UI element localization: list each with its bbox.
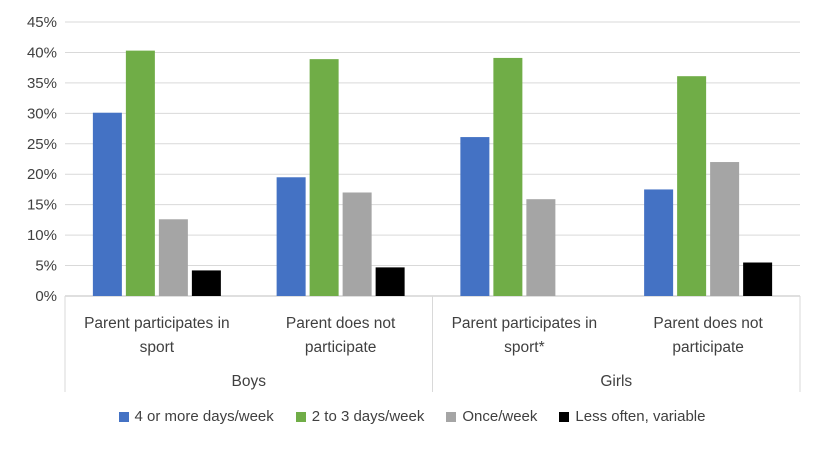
x-category-label: participate [305,339,377,356]
legend-swatch [295,411,306,422]
x-category-label: sport [140,339,175,356]
y-tick-label: 35% [27,75,57,92]
bar [158,219,188,296]
bar [710,162,740,296]
y-tick-label: 5% [35,258,57,275]
bar [743,262,773,296]
y-tick-label: 15% [27,197,57,214]
bar [125,50,155,296]
bar [460,137,490,296]
legend-item: 4 or more days/week [118,408,274,425]
x-category-label: Parent does not [653,315,763,332]
legend-item: Less often, variable [559,408,705,425]
bar [644,189,674,296]
legend-swatch [118,411,129,422]
bar [191,270,221,296]
legend-swatch [446,411,457,422]
legend-label: 4 or more days/week [134,408,274,425]
x-category-label: Parent participates in [452,315,598,332]
x-group-label: Boys [232,373,267,390]
bar [309,59,339,296]
bar [342,192,372,296]
y-tick-label: 25% [27,136,57,153]
y-tick-label: 20% [27,166,57,183]
legend-label: 2 to 3 days/week [311,408,425,425]
x-category-label: sport* [504,339,545,356]
y-tick-label: 40% [27,44,57,61]
legend-label: Once/week [462,408,538,425]
bar-chart: 0% 5% 10% 15% 20% 25% 30% 35% 40% 45% Parent parti… [27,14,801,392]
legend-item: Once/week [446,408,537,425]
bar [276,177,306,296]
x-category-label: Parent participates in [84,315,230,332]
chart-legend: 4 or more days/week 2 to 3 days/week Once/… [0,408,824,425]
bar [493,57,523,297]
x-group-label: Girls [600,373,632,390]
y-tick-label: 45% [27,14,57,31]
bar [526,199,556,296]
bar [677,76,707,297]
y-tick-label: 0% [35,288,57,305]
y-tick-label: 30% [27,105,57,122]
bar [375,267,405,296]
x-category-label: participate [672,339,744,356]
legend-swatch [559,411,570,422]
x-category-label: Parent does not [286,315,396,332]
legend-label: Less often, variable [575,408,706,425]
y-tick-label: 10% [27,227,57,244]
bar [92,112,122,296]
legend-item: 2 to 3 days/week [295,408,425,425]
